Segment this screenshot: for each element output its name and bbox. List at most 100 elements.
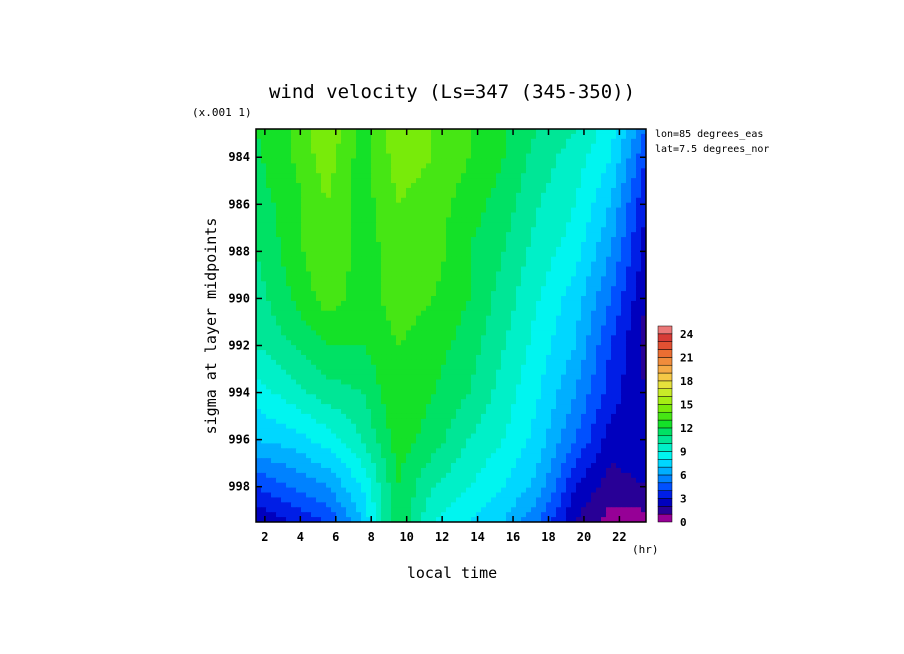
heat-cell [271,399,277,405]
heat-cell [616,364,622,371]
heat-cell [566,345,572,351]
heat-cell [581,158,587,164]
heat-cell [316,178,322,184]
heat-cell [546,192,552,199]
heat-cell [281,173,287,179]
heat-cell [381,187,387,194]
heat-cell [626,335,632,341]
heat-cell [396,207,402,214]
heat-cell [276,148,282,155]
heat-cell [411,394,417,400]
heat-cell [411,237,417,243]
heat-cell [301,276,307,282]
heat-cell [321,212,327,219]
heat-cell [391,163,397,169]
heat-cell [361,129,367,135]
heat-cell [426,291,432,297]
heat-cell [406,133,412,140]
heat-cell [271,148,277,155]
heat-cell [506,266,512,273]
heat-cell [566,394,572,400]
heat-cell [641,153,646,160]
heat-cell [416,320,422,327]
heat-cell [481,217,487,223]
heat-cell [271,379,277,386]
heat-cell [596,320,602,327]
heat-cell [476,379,482,386]
heat-cell [301,310,307,317]
heat-cell [321,158,327,164]
heat-cell [296,276,302,282]
heat-cell [446,207,452,214]
heat-cell [631,369,637,376]
heat-cell [341,320,347,327]
heat-cell [601,281,607,287]
heat-cell [266,364,272,371]
heat-cell [546,183,552,189]
heat-cell [621,374,627,381]
heat-cell [531,409,537,415]
heat-cell [501,399,507,405]
heat-cell [581,305,587,312]
heat-cell [536,291,542,297]
heat-cell [631,256,637,263]
heat-cell [371,138,377,145]
heat-cell [511,281,517,287]
heat-cell [281,222,287,228]
heat-cell [346,399,352,405]
heat-cell [321,202,327,209]
heat-cell [291,256,297,263]
heat-cell [416,276,422,282]
heat-cell [541,438,547,444]
heat-cell [291,315,297,322]
heat-cell [631,138,637,145]
heat-cell [516,300,522,307]
heat-cell [456,310,462,317]
heat-cell [491,354,497,361]
heat-cell [351,153,357,160]
heat-cell [361,433,367,440]
heat-cell [521,192,527,199]
heat-cell [376,300,382,307]
heat-cell [571,197,577,204]
heat-cell [391,286,397,292]
heat-cell [396,399,402,405]
heat-cell [306,418,312,425]
heat-cell [336,256,342,263]
heat-cell [566,418,572,425]
heat-cell [621,320,627,327]
heat-cell [331,143,337,150]
heat-cell [591,310,597,317]
heat-cell [306,315,312,322]
heat-cell [581,418,587,425]
heat-cell [371,153,377,160]
heat-cell [511,173,517,179]
heat-cell [516,350,522,356]
heat-cell [346,413,352,420]
heat-cell [521,237,527,243]
heat-cell [591,246,597,253]
heat-cell [446,168,452,174]
heat-cell [286,374,292,381]
heat-cell [636,389,642,395]
heat-cell [351,291,357,297]
heat-cell [381,222,387,228]
heat-cell [506,217,512,223]
heat-cell [391,227,397,233]
heat-cell [491,300,497,307]
heat-cell [416,310,422,317]
heat-cell [316,153,322,160]
heat-cell [301,251,307,258]
heat-cell [556,197,562,204]
heat-cell [496,133,502,140]
heat-cell [536,418,542,425]
heat-cell [376,296,382,302]
heat-cell [531,143,537,150]
heat-cell [281,315,287,322]
heat-cell [321,335,327,341]
heat-cell [536,310,542,317]
heat-cell [441,148,447,155]
heat-cell [391,168,397,174]
heat-cell [506,305,512,312]
heat-cell [336,291,342,297]
